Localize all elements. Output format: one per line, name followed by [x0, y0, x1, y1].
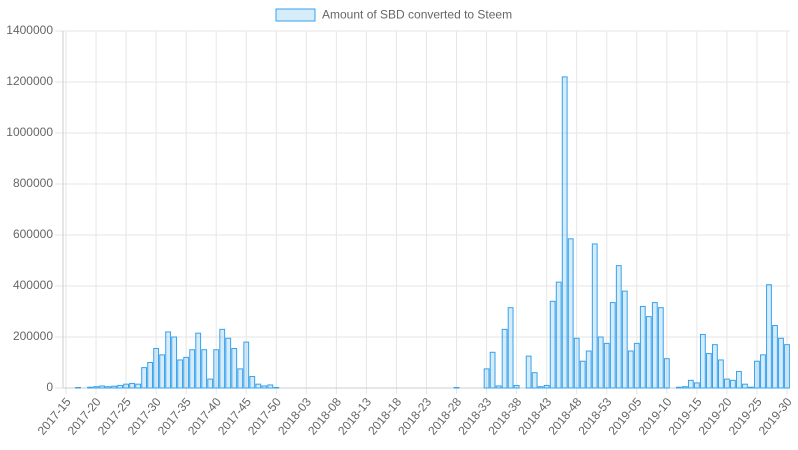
bar: [147, 362, 154, 389]
bar: [621, 290, 628, 389]
y-tick-label: 1000000: [6, 125, 53, 139]
bar: [207, 378, 214, 389]
bar: [736, 370, 742, 389]
bar: [225, 337, 232, 389]
bar: [453, 386, 460, 389]
bar: [273, 386, 280, 389]
bar: [489, 351, 496, 389]
bar: [609, 302, 616, 389]
bar: [681, 386, 688, 389]
bar: [615, 265, 622, 389]
bar: [591, 243, 598, 389]
bar: [705, 353, 712, 389]
bar: [201, 349, 208, 389]
bar: [549, 300, 556, 389]
bar: [543, 384, 550, 389]
bar: [267, 384, 274, 389]
bar: [507, 307, 514, 389]
bar: [501, 328, 508, 389]
bar: [105, 386, 111, 389]
bar: [627, 350, 634, 389]
bar: [766, 284, 772, 389]
bar: [567, 238, 574, 389]
bar: [513, 384, 520, 389]
bar: [141, 367, 148, 389]
bar: [219, 328, 226, 389]
bar: [93, 386, 99, 389]
y-tick-label: 1200000: [6, 74, 53, 88]
bar: [730, 379, 736, 389]
bar: [255, 383, 262, 389]
bar: [724, 378, 730, 389]
bar: [237, 368, 244, 389]
bar: [531, 372, 538, 389]
bar: [657, 307, 664, 389]
legend-label[interactable]: Amount of SBD converted to Steem: [322, 8, 512, 22]
bar: [675, 386, 682, 389]
bar: [123, 383, 129, 389]
bar: [231, 347, 238, 389]
bar: [195, 332, 202, 389]
bar: [784, 344, 790, 389]
y-tick-label: 400000: [13, 278, 53, 292]
bar: [699, 333, 706, 389]
bar: [495, 385, 502, 389]
bar: [249, 376, 256, 389]
bar: [711, 344, 718, 389]
bar: [483, 368, 490, 389]
bar: [117, 384, 123, 389]
bar: [87, 386, 93, 389]
y-tick-label: 1400000: [6, 23, 53, 37]
bar: [597, 336, 604, 389]
bar: [561, 76, 568, 389]
bar: [585, 350, 592, 389]
bar: [537, 386, 544, 389]
bar: [633, 342, 640, 389]
bar: [189, 349, 196, 389]
bar: [687, 379, 694, 389]
y-tick-label: 800000: [13, 176, 53, 190]
bar: [555, 281, 562, 389]
bar: [525, 355, 532, 389]
bar: [129, 382, 135, 389]
bar: [261, 385, 268, 389]
bar: [75, 386, 81, 389]
bar: [183, 356, 190, 389]
bar: [153, 347, 160, 389]
bar: [760, 354, 766, 389]
x-tick-label: 2019-30: [756, 395, 795, 438]
bar: [772, 325, 778, 389]
bar: [243, 341, 250, 389]
y-tick-label: 200000: [13, 329, 53, 343]
bar: [639, 305, 646, 389]
bar: [645, 316, 652, 389]
bar: [693, 382, 700, 389]
bar: [663, 358, 670, 389]
bar: [778, 337, 784, 389]
bar: [135, 383, 142, 389]
bar: [177, 359, 184, 389]
bar: [748, 386, 754, 389]
bar: [718, 359, 724, 389]
bar: [213, 349, 220, 389]
bar: [159, 354, 166, 389]
bar: [573, 337, 580, 389]
bar: [111, 385, 117, 389]
bar: [603, 342, 610, 389]
bar: [99, 385, 105, 389]
bar: [165, 331, 172, 389]
bar: [754, 360, 760, 389]
bar: [651, 302, 658, 389]
bar: [171, 336, 178, 389]
y-tick-label: 0: [46, 380, 53, 394]
legend-swatch[interactable]: [275, 8, 316, 22]
bar: [742, 383, 748, 389]
bar: [579, 360, 586, 389]
y-tick-label: 600000: [13, 227, 53, 241]
